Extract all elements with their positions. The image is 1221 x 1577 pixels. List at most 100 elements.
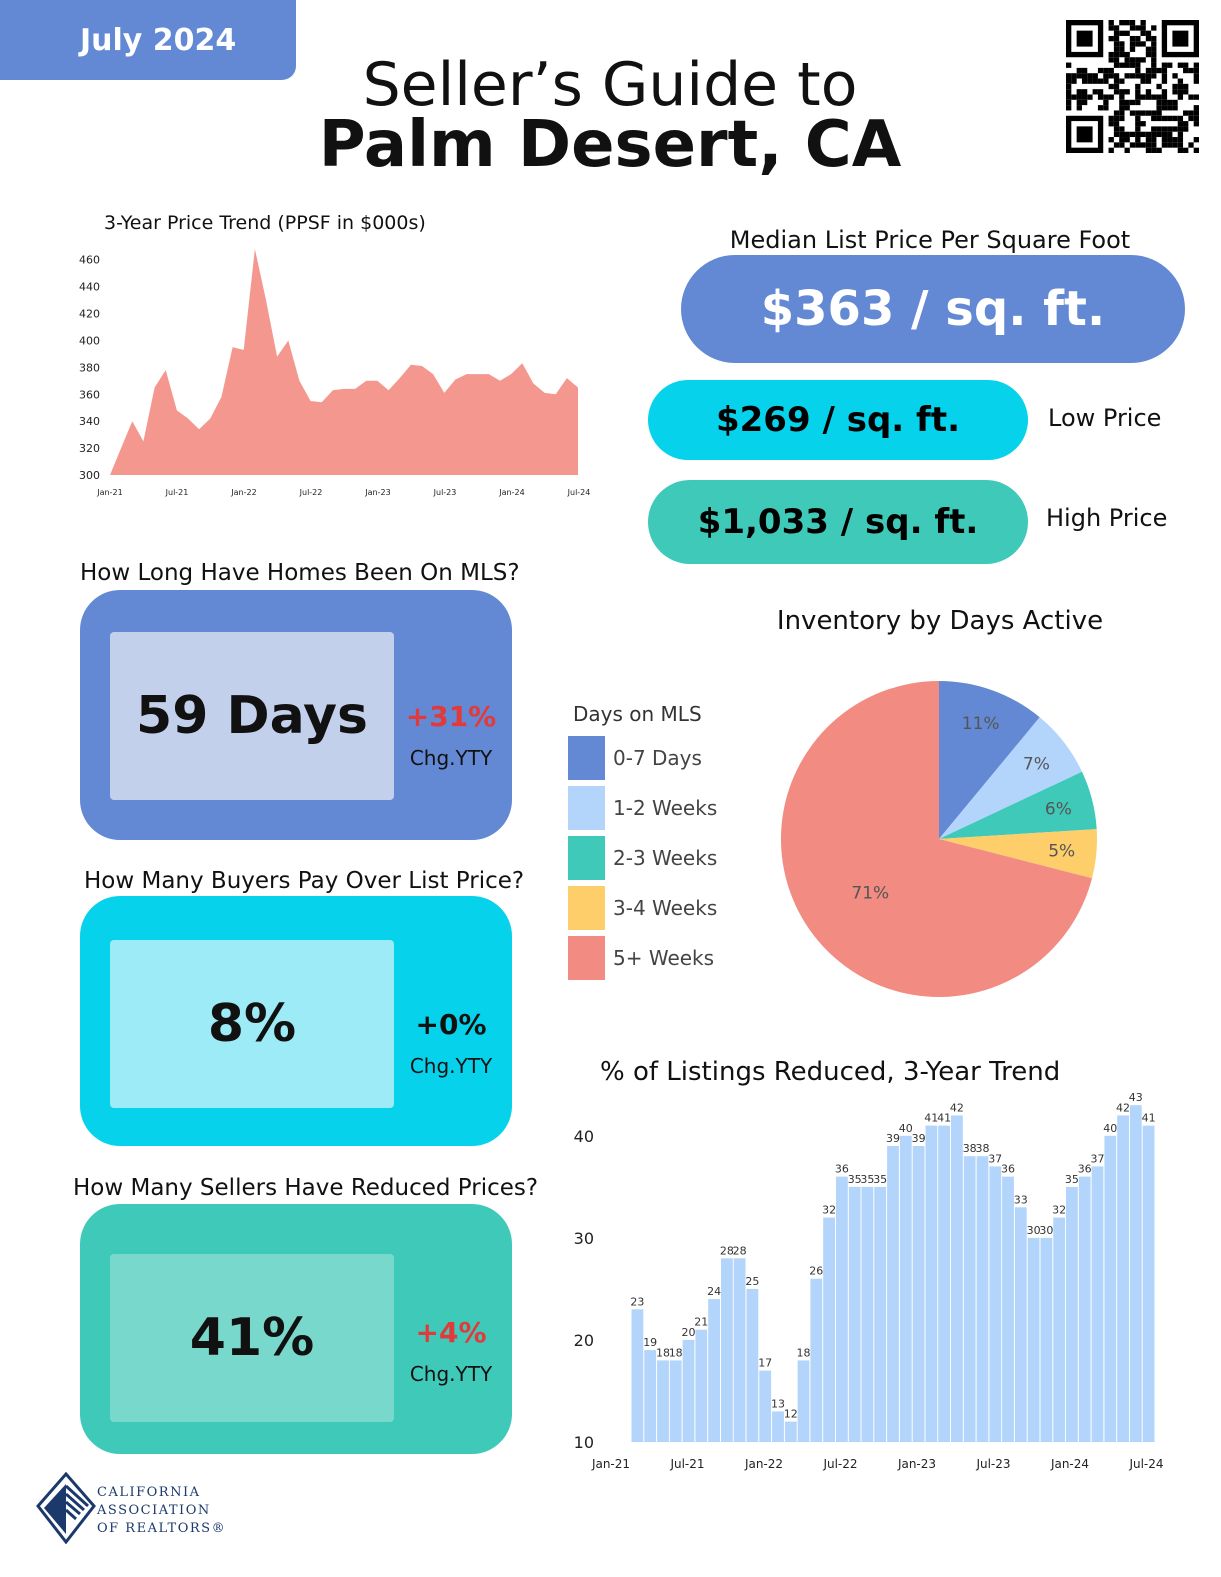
qr-module: [1081, 73, 1088, 79]
bar: [899, 1135, 912, 1442]
qr-module: [1156, 105, 1162, 111]
qr-module: [1151, 137, 1157, 143]
qr-module: [1156, 115, 1162, 122]
qr-module: [1151, 67, 1157, 74]
qr-module: [1145, 147, 1152, 153]
qr-module: [1172, 115, 1178, 122]
qr-code-icon[interactable]: [1066, 20, 1199, 153]
qr-module: [1167, 115, 1173, 122]
legend-label: 3-4 Weeks: [613, 896, 718, 920]
bar: [1053, 1217, 1066, 1442]
bar-data-label: 18: [656, 1346, 670, 1359]
qr-module: [1183, 121, 1189, 127]
bar-data-label: 36: [1001, 1163, 1015, 1176]
qr-module: [1119, 20, 1125, 26]
qr-module: [1177, 94, 1184, 100]
inventory-title: Inventory by Days Active: [776, 606, 1104, 636]
bar-data-label: 26: [809, 1265, 823, 1278]
qr-module: [1108, 51, 1114, 58]
qr-module: [1140, 121, 1146, 127]
qr-module: [1081, 78, 1088, 84]
qr-module: [1177, 121, 1184, 127]
qr-module: [1140, 41, 1146, 47]
qr-module: [1066, 94, 1072, 100]
qr-module: [1161, 131, 1168, 138]
reduced-prices-title: How Many Sellers Have Reduced Prices?: [73, 1175, 539, 1201]
bar-data-label: 41: [1142, 1112, 1156, 1125]
legend-item-0-7-days: 0-7 Days: [568, 736, 702, 780]
y-tick-label: 360: [79, 388, 100, 401]
qr-module: [1129, 46, 1136, 52]
qr-module: [1135, 126, 1141, 132]
bar: [1002, 1176, 1014, 1442]
qr-module: [1145, 137, 1152, 143]
bar: [1104, 1135, 1117, 1442]
qr-module: [1113, 131, 1120, 138]
pie-slice: [780, 681, 1092, 997]
qr-module: [1151, 73, 1157, 79]
bar: [1078, 1176, 1091, 1442]
qr-module: [1119, 51, 1125, 58]
price-trend-chart: 300 320 340 360 380 400 420 440 460 Jan-21 Jul-21 J…: [79, 249, 590, 497]
qr-module: [1108, 94, 1114, 100]
bar-data-label: 32: [822, 1204, 836, 1217]
bar: [887, 1146, 899, 1442]
qr-module: [1145, 67, 1152, 74]
qr-finder: [1172, 30, 1189, 47]
qr-module: [1145, 73, 1152, 79]
bar: [682, 1339, 695, 1442]
bar: [1129, 1105, 1142, 1442]
qr-module: [1167, 131, 1173, 138]
qr-module: [1145, 46, 1152, 52]
bar-data-label: 35: [1065, 1173, 1079, 1186]
qr-module: [1124, 62, 1130, 68]
bar: [669, 1360, 682, 1442]
qr-module: [1124, 131, 1130, 138]
qr-module: [1103, 99, 1109, 106]
qr-module: [1140, 73, 1146, 79]
qr-module: [1193, 147, 1199, 153]
qr-module: [1177, 137, 1184, 143]
x-tick-label: Jan-22: [744, 1457, 783, 1471]
qr-module: [1097, 105, 1104, 111]
qr-module: [1193, 67, 1199, 74]
qr-module: [1124, 51, 1130, 58]
low-price-pill: $269 / sq. ft.: [648, 380, 1028, 460]
qr-module: [1156, 147, 1162, 153]
bar-data-label: 41: [937, 1112, 951, 1125]
qr-module: [1124, 30, 1130, 36]
qr-module: [1140, 78, 1146, 84]
qr-module: [1092, 78, 1098, 84]
qr-module: [1177, 78, 1184, 84]
bar-data-label: 42: [950, 1101, 964, 1114]
qr-module: [1167, 126, 1173, 132]
x-tick-label: Jan-24: [1050, 1457, 1089, 1471]
bar-data-label: 37: [988, 1152, 1002, 1165]
qr-module: [1135, 89, 1141, 95]
bar: [989, 1166, 1002, 1442]
qr-module: [1108, 73, 1114, 79]
car-logo-line2: ASSOCIATION: [97, 1503, 211, 1518]
qr-module: [1113, 46, 1120, 52]
qr-module: [1140, 110, 1146, 116]
bar-data-label: 23: [630, 1295, 644, 1308]
qr-module: [1193, 137, 1199, 143]
qr-module: [1124, 20, 1130, 26]
qr-module: [1183, 62, 1189, 68]
qr-module: [1124, 89, 1130, 95]
bar: [823, 1217, 835, 1442]
qr-module: [1177, 142, 1184, 148]
legend-swatch: [568, 736, 605, 780]
y-tick-label: 40: [574, 1127, 594, 1146]
qr-module: [1161, 126, 1168, 132]
bar: [708, 1299, 720, 1442]
pie-value-label: 71%: [851, 883, 889, 903]
qr-module: [1119, 46, 1125, 52]
bar: [951, 1115, 963, 1442]
qr-module: [1183, 83, 1189, 90]
qr-module: [1145, 35, 1152, 42]
over-list-value: 8%: [110, 940, 394, 1108]
qr-module: [1156, 110, 1162, 116]
x-tick-label: Jul-21: [165, 488, 189, 497]
y-tick-label: 440: [79, 281, 100, 294]
